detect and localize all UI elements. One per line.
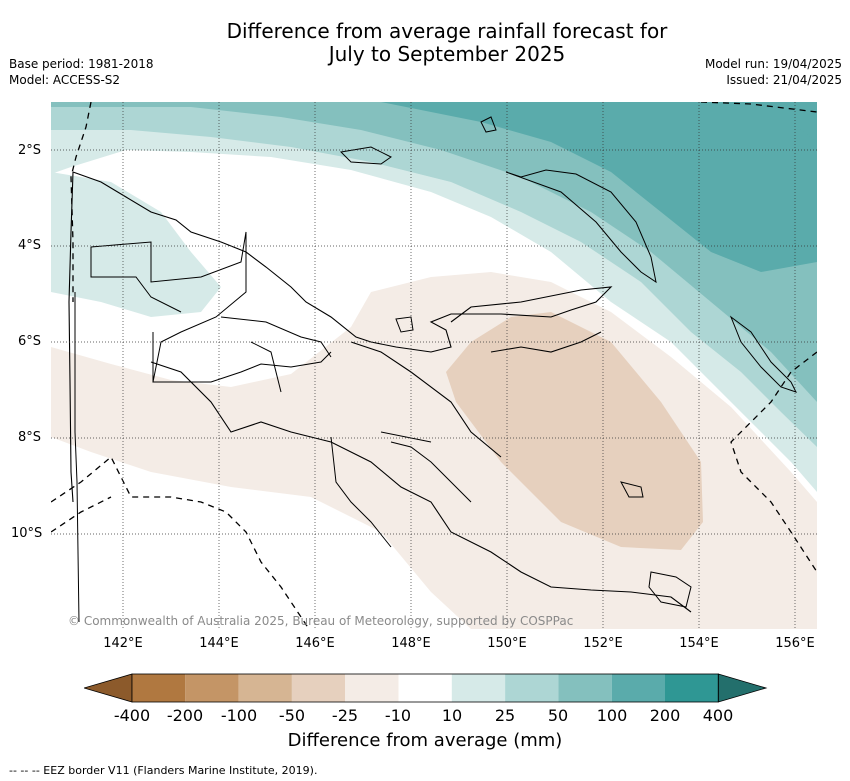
lon-label-150e: 150°E bbox=[487, 636, 527, 651]
colorbar-label-minus50: -50 bbox=[278, 706, 306, 725]
rainfall-map bbox=[51, 102, 817, 629]
colorbar-swatch-minus100-minus50 bbox=[238, 674, 292, 702]
lat-label-4s: 4°S bbox=[18, 238, 42, 253]
islands bbox=[339, 116, 797, 608]
lat-label-2s: 2°S bbox=[18, 143, 42, 158]
colorbar-extend-low bbox=[84, 673, 133, 703]
contour-200-400 bbox=[751, 102, 817, 142]
map-title: Difference from average rainfall forecas… bbox=[0, 20, 850, 66]
colorbar-swatch-minus400-minus200 bbox=[132, 674, 186, 702]
title-line-1: Difference from average rainfall forecas… bbox=[226, 19, 668, 43]
colorbar-swatch-10-25 bbox=[451, 674, 506, 702]
model-name: Model: ACCESS-S2 bbox=[9, 73, 121, 87]
colorbar-swatch-100-200 bbox=[611, 674, 665, 702]
model-run: Model run: 19/04/2025 bbox=[704, 57, 842, 71]
base-period: Base period: 1981-2018 bbox=[9, 57, 154, 71]
colorbar-label-50: 50 bbox=[547, 706, 569, 725]
colorbar-label-minus10: -10 bbox=[384, 706, 412, 725]
colorbar-swatch-minus200-minus100 bbox=[185, 674, 239, 702]
admin-borders bbox=[74, 231, 472, 623]
colorbar-label-10: 10 bbox=[441, 706, 463, 725]
colorbar-swatch-minus25-minus10 bbox=[345, 674, 399, 702]
colorbar-label-400: 400 bbox=[702, 706, 734, 725]
lon-label-142e: 142°E bbox=[103, 636, 143, 651]
colorbar-label-200: 200 bbox=[649, 706, 681, 725]
colorbar-label-minus200: -200 bbox=[166, 706, 204, 725]
title-line-2: July to September 2025 bbox=[328, 42, 566, 66]
colorbar bbox=[84, 673, 768, 703]
colorbar-label-25: 25 bbox=[494, 706, 516, 725]
colorbar-label-minus100: -100 bbox=[220, 706, 258, 725]
eez-borders bbox=[51, 102, 817, 629]
lon-label-144e: 144°E bbox=[199, 636, 239, 651]
colorbar-label-100: 100 bbox=[596, 706, 628, 725]
lat-label-6s: 6°S bbox=[18, 334, 42, 349]
meta-left: Base period: 1981-2018 Model: ACCESS-S2 bbox=[9, 56, 154, 88]
meta-right: Model run: 19/04/2025 Issued: 21/04/2025 bbox=[705, 56, 842, 88]
colorbar-swatch-minus10-10 bbox=[398, 674, 452, 702]
lat-label-10s: 10°S bbox=[11, 526, 43, 541]
lon-label-148e: 148°E bbox=[391, 636, 431, 651]
lon-label-152e: 152°E bbox=[583, 636, 623, 651]
colorbar-label-minus400: -400 bbox=[113, 706, 151, 725]
contour-10-25-west bbox=[51, 172, 221, 317]
colorbar-label-minus25: -25 bbox=[331, 706, 359, 725]
lon-label-156e: 156°E bbox=[775, 636, 815, 651]
issued-date: Issued: 21/04/2025 bbox=[726, 73, 842, 87]
colorbar-swatch-25-50 bbox=[505, 674, 559, 702]
colorbar-swatch-50-100 bbox=[558, 674, 612, 702]
eez-legend-note: -- -- -- EEZ border V11 (Flanders Marine… bbox=[9, 764, 318, 777]
gridlines bbox=[51, 102, 817, 629]
colorbar-frame bbox=[131, 673, 719, 703]
lon-label-146e: 146°E bbox=[295, 636, 335, 651]
lat-label-8s: 8°S bbox=[18, 430, 42, 445]
copyright-notice: © Commonwealth of Australia 2025, Bureau… bbox=[68, 614, 574, 628]
colorbar-swatch-minus50-minus25 bbox=[291, 674, 346, 702]
lon-label-154e: 154°E bbox=[679, 636, 719, 651]
colorbar-title: Difference from average (mm) bbox=[287, 730, 563, 751]
contour-minus25-minus50 bbox=[446, 312, 703, 550]
contour-100-200 bbox=[381, 102, 817, 272]
colorbar-extend-high bbox=[717, 673, 768, 703]
colorbar-swatch-200-400 bbox=[665, 674, 719, 702]
